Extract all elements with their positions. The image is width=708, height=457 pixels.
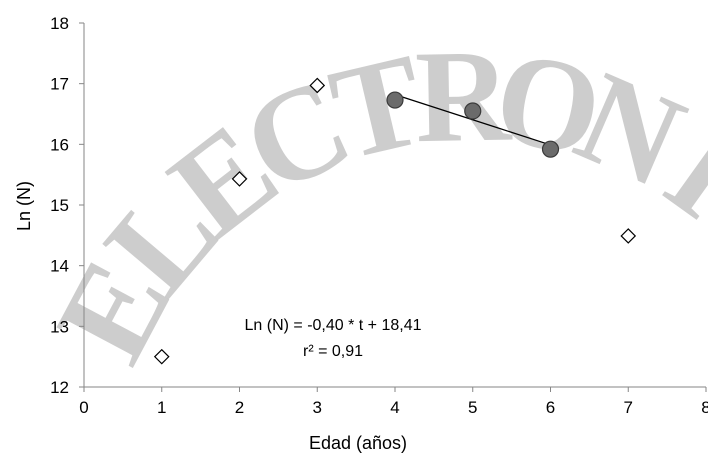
circle-point bbox=[464, 102, 482, 120]
x-axis-title: Edad (años) bbox=[309, 433, 407, 453]
x-tick-label: 4 bbox=[390, 398, 399, 417]
trendline bbox=[394, 93, 551, 146]
diamond-point bbox=[231, 171, 248, 187]
x-tick-label: 8 bbox=[701, 398, 708, 417]
circle-point bbox=[386, 91, 404, 109]
trendline-group bbox=[394, 93, 551, 146]
y-tick-label: 18 bbox=[50, 14, 69, 33]
watermark: ELECTRONICO bbox=[28, 21, 708, 383]
diamond-point bbox=[309, 77, 326, 94]
y-tick-label: 16 bbox=[50, 135, 69, 154]
x-tick-label: 1 bbox=[157, 398, 166, 417]
x-tick-label: 5 bbox=[468, 398, 477, 417]
r-squared-annotation: r² = 0,91 bbox=[303, 343, 363, 360]
x-tick-label: 0 bbox=[79, 398, 88, 417]
y-tick-label: 14 bbox=[50, 257, 69, 276]
x-tick-label: 6 bbox=[546, 398, 555, 417]
watermark-letter: R bbox=[414, 22, 514, 171]
x-tick-label: 7 bbox=[624, 398, 633, 417]
equation-annotation: Ln (N) = -0,40 * t + 18,41 bbox=[245, 317, 422, 334]
y-tick-label: 12 bbox=[50, 378, 69, 397]
diamond-point bbox=[620, 228, 637, 244]
y-tick-label: 15 bbox=[50, 196, 69, 215]
data-points bbox=[153, 77, 637, 365]
diamond-point bbox=[153, 348, 170, 365]
y-tick-label: 13 bbox=[50, 317, 69, 336]
y-tick-label: 17 bbox=[50, 75, 69, 94]
y-axis-title: Ln (N) bbox=[14, 181, 34, 231]
circle-point bbox=[541, 140, 560, 158]
x-tick-label: 2 bbox=[235, 398, 244, 417]
x-tick-label: 3 bbox=[313, 398, 322, 417]
